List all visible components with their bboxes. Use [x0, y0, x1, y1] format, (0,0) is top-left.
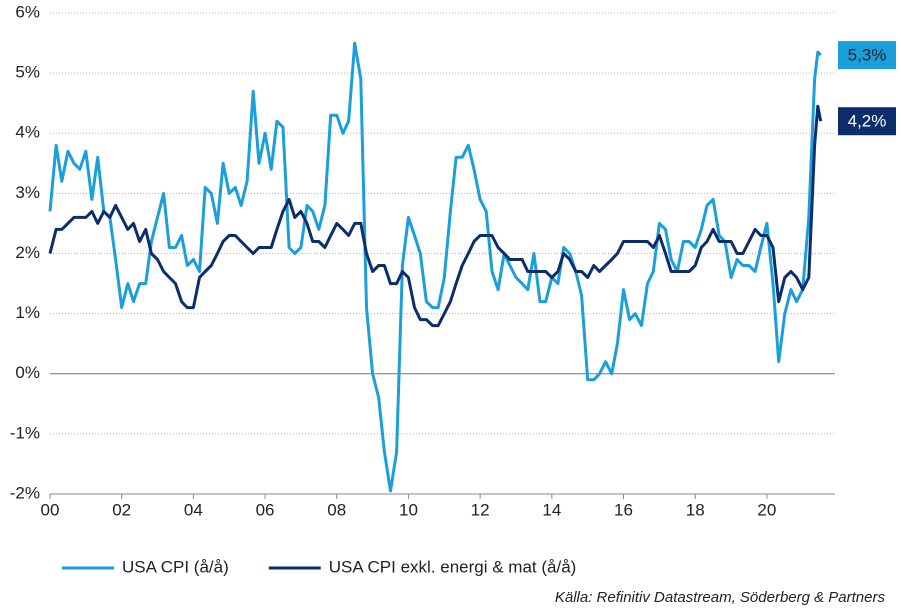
x-tick-label: 16	[614, 500, 633, 519]
y-tick-label: 0%	[15, 363, 40, 382]
series-line	[48, 104, 823, 328]
y-tick-label: 5%	[15, 63, 40, 82]
y-tick-label: 4%	[15, 123, 40, 142]
x-tick-label: 08	[327, 500, 346, 519]
x-tick-label: 04	[184, 500, 203, 519]
x-tick-label: 18	[686, 500, 705, 519]
y-tick-label: -2%	[10, 483, 40, 502]
end-label: 5,3%	[848, 46, 887, 65]
y-tick-label: 1%	[15, 303, 40, 322]
x-tick-label: 12	[471, 500, 490, 519]
x-tick-label: 02	[112, 500, 131, 519]
legend-label: USA CPI (å/å)	[122, 557, 229, 576]
y-tick-label: -1%	[10, 423, 40, 442]
end-label-box	[838, 41, 896, 70]
series-line	[48, 41, 822, 493]
source: Källa: Refinitiv Datastream, Söderberg &…	[555, 589, 886, 606]
end-label-box	[838, 107, 896, 136]
x-tick-label: 00	[41, 500, 60, 519]
x-tick-label: 06	[256, 500, 275, 519]
x-tick-label: 14	[542, 500, 561, 519]
y-tick-label: 2%	[15, 243, 40, 262]
x-tick-label: 20	[757, 500, 776, 519]
legend-label: USA CPI exkl. energi & mat (å/å)	[329, 557, 577, 576]
y-tick-label: 6%	[15, 2, 40, 21]
end-label: 4,2%	[848, 112, 887, 131]
x-tick-label: 10	[399, 500, 418, 519]
y-tick-label: 3%	[15, 183, 40, 202]
